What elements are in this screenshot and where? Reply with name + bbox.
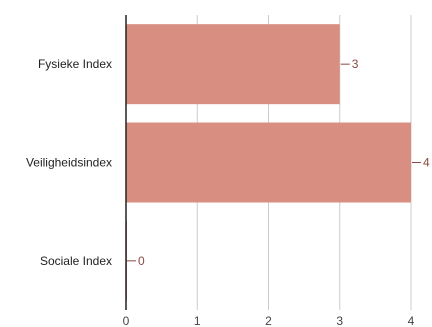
x-tick-label-0: 0 [123,314,130,327]
category-label-1: Veiligheidsindex [26,156,112,170]
value-label-0: 3 [352,57,359,71]
bar-1 [126,122,411,203]
value-label-1: 4 [423,156,430,170]
value-label-2: 0 [138,254,145,268]
category-labels: Fysieke Index Veiligheidsindex Sociale Ind… [26,57,112,268]
x-tick-label-2: 2 [265,314,272,327]
category-label-0: Fysieke Index [38,57,112,71]
x-tick-label-1: 1 [194,314,201,327]
x-tick-label-3: 3 [336,314,343,327]
x-tick-label-4: 4 [408,314,415,327]
x-tick-labels: 0 1 2 3 4 [123,314,415,327]
bar-0 [126,24,340,105]
value-labels: 3 4 0 [127,57,430,268]
bars [126,24,411,301]
category-label-2: Sociale Index [40,254,112,268]
